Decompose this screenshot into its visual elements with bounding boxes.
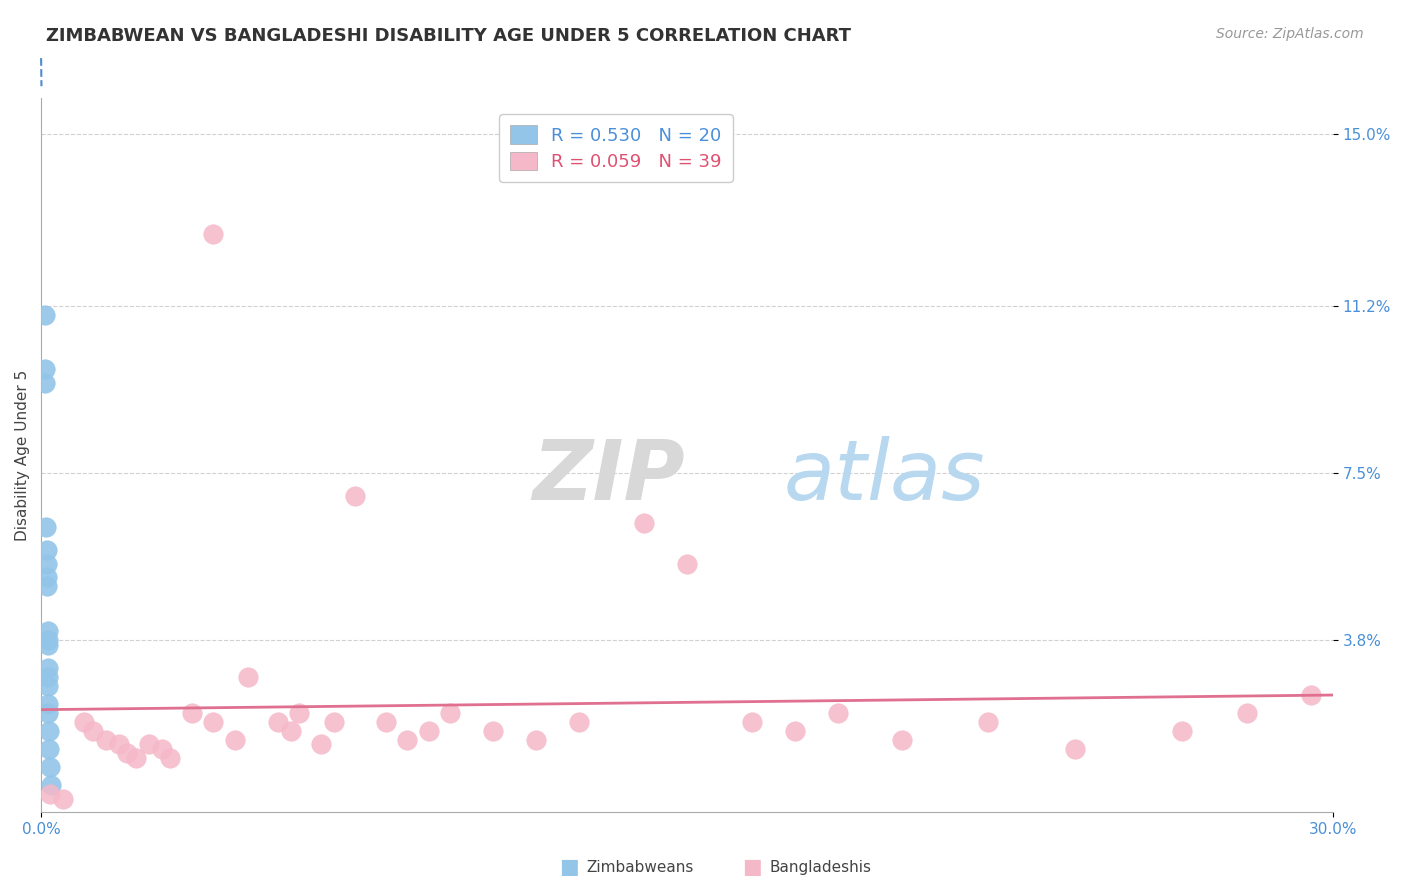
Point <box>37 570 59 584</box>
Text: ZIMBABWEAN VS BANGLADESHI DISABILITY AGE UNDER 5 CORRELATION CHART: ZIMBABWEAN VS BANGLADESHI DISABILITY AGE… <box>46 27 852 45</box>
Point <box>633 516 655 530</box>
Point <box>37 679 59 693</box>
Point <box>344 489 367 503</box>
Point <box>107 737 129 751</box>
Point <box>309 737 332 751</box>
Point <box>280 723 302 738</box>
Point <box>37 638 59 652</box>
Legend: R = 0.530   N = 20, R = 0.059   N = 39: R = 0.530 N = 20, R = 0.059 N = 39 <box>499 114 733 182</box>
Point <box>1236 706 1258 720</box>
Point <box>115 747 138 761</box>
Point <box>125 751 148 765</box>
Text: ■: ■ <box>742 857 762 877</box>
Point <box>37 633 59 648</box>
Point <box>34 376 56 390</box>
Point <box>150 742 173 756</box>
Point <box>82 723 104 738</box>
Point <box>37 660 59 674</box>
Point <box>34 362 56 376</box>
Point <box>38 787 60 801</box>
Point <box>202 227 225 241</box>
Point <box>783 723 806 738</box>
Point <box>1063 742 1085 756</box>
Point <box>38 723 60 738</box>
Point <box>322 714 344 729</box>
Point <box>35 543 58 558</box>
Point <box>138 737 160 751</box>
Point <box>224 732 246 747</box>
Point <box>568 714 591 729</box>
Point <box>267 714 290 729</box>
Point <box>1171 723 1194 738</box>
Point <box>73 714 96 729</box>
Text: Zimbabweans: Zimbabweans <box>586 860 693 874</box>
Point <box>977 714 1000 729</box>
Point <box>37 579 59 593</box>
Point <box>418 723 440 738</box>
Point <box>35 520 58 534</box>
Point <box>1301 688 1323 702</box>
Point <box>35 557 58 571</box>
Text: ZIP: ZIP <box>531 436 685 517</box>
Text: atlas: atlas <box>785 436 986 517</box>
Point <box>439 706 461 720</box>
Point <box>52 791 75 805</box>
Text: Source: ZipAtlas.com: Source: ZipAtlas.com <box>1216 27 1364 41</box>
Point <box>482 723 505 738</box>
Point <box>288 706 311 720</box>
Point <box>94 732 117 747</box>
Point <box>39 778 62 792</box>
Point <box>236 670 259 684</box>
Point <box>37 697 59 711</box>
Point <box>180 706 202 720</box>
Point <box>34 308 56 322</box>
Point <box>38 742 60 756</box>
Point <box>38 760 60 774</box>
Point <box>524 732 547 747</box>
Point <box>37 706 59 720</box>
Point <box>827 706 849 720</box>
Point <box>159 751 181 765</box>
Point <box>202 714 225 729</box>
Point <box>741 714 763 729</box>
Point <box>676 557 699 571</box>
Text: ■: ■ <box>560 857 579 877</box>
Text: Bangladeshis: Bangladeshis <box>769 860 872 874</box>
Point <box>891 732 914 747</box>
Point <box>37 670 59 684</box>
Point <box>37 624 59 639</box>
Y-axis label: Disability Age Under 5: Disability Age Under 5 <box>15 369 30 541</box>
Point <box>374 714 396 729</box>
Point <box>396 732 419 747</box>
